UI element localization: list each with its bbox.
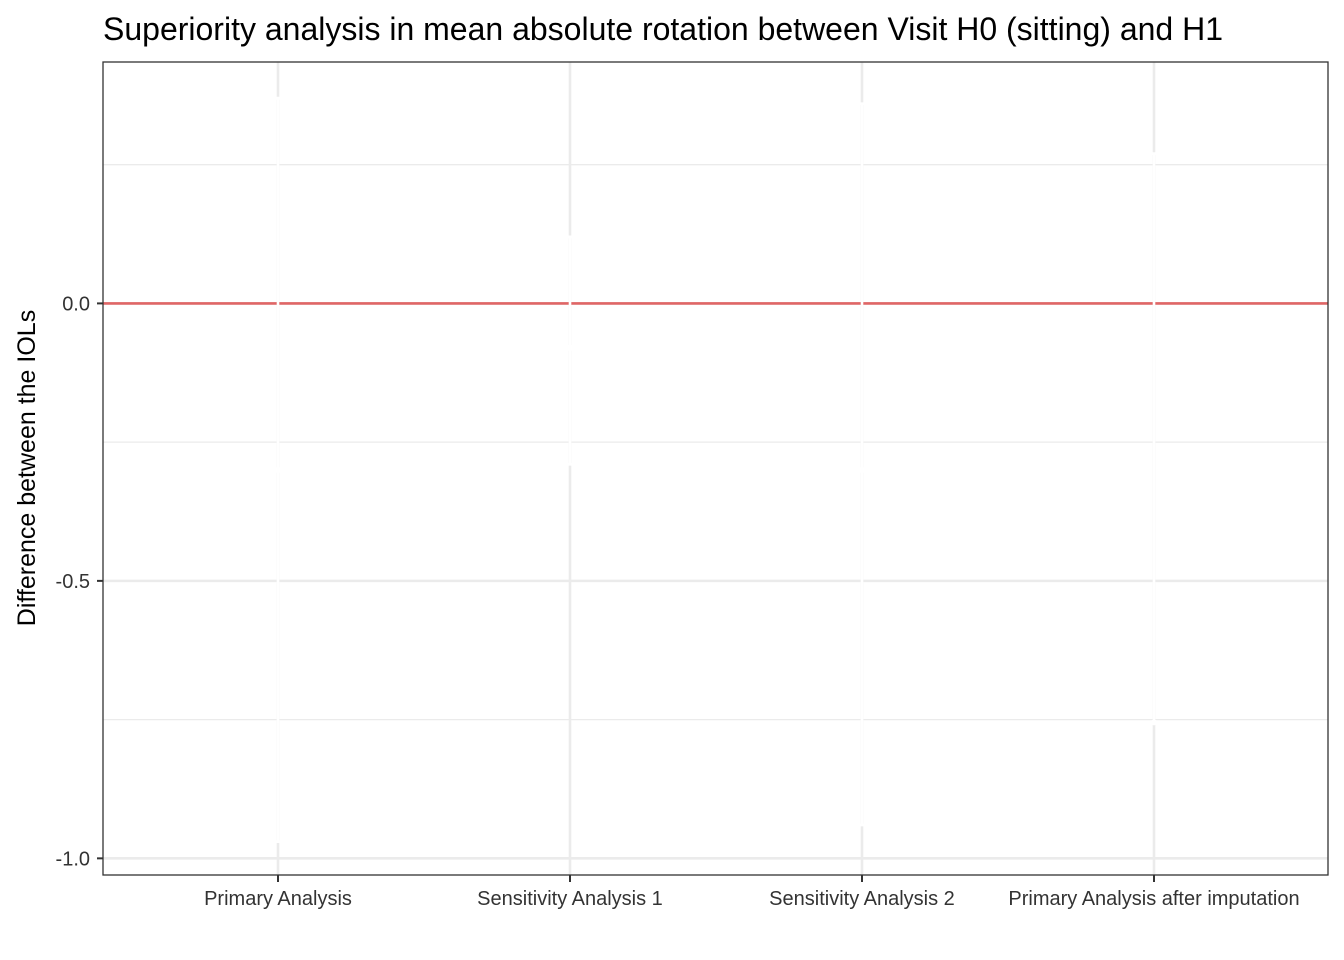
errorbar-point-1 [567, 344, 573, 351]
errorbar-point-3 [1151, 719, 1157, 726]
error-bars [274, 96, 1158, 844]
x-tick-label-3: Primary Analysis after imputation [1008, 888, 1299, 910]
x-tick-label-1: Sensitivity Analysis 1 [477, 888, 663, 910]
axes: 0.0 -0.5 -1.0 Primary Analysis Sensitivity A… [56, 293, 1300, 910]
grid-lines [103, 62, 1328, 875]
errorbar-2 [858, 102, 866, 827]
errorbar-point-2 [859, 466, 865, 473]
plot-panel-border [102, 61, 1329, 876]
errorbar-0 [274, 96, 282, 844]
y-tick-label-2: -1.0 [56, 848, 90, 870]
y-tick-label-1: -0.5 [56, 571, 90, 593]
x-tick-label-2: Sensitivity Analysis 2 [769, 888, 955, 910]
y-axis-label: Difference between the IOLs [13, 310, 41, 626]
x-tick-label-0: Primary Analysis [204, 888, 352, 910]
y-tick-label-0: 0.0 [62, 293, 90, 315]
errorbar-point-0 [275, 466, 281, 473]
chart-title: Superiority analysis in mean absolute ro… [103, 11, 1223, 47]
errorbar-3 [1150, 152, 1158, 726]
errorbar-1 [566, 235, 574, 466]
